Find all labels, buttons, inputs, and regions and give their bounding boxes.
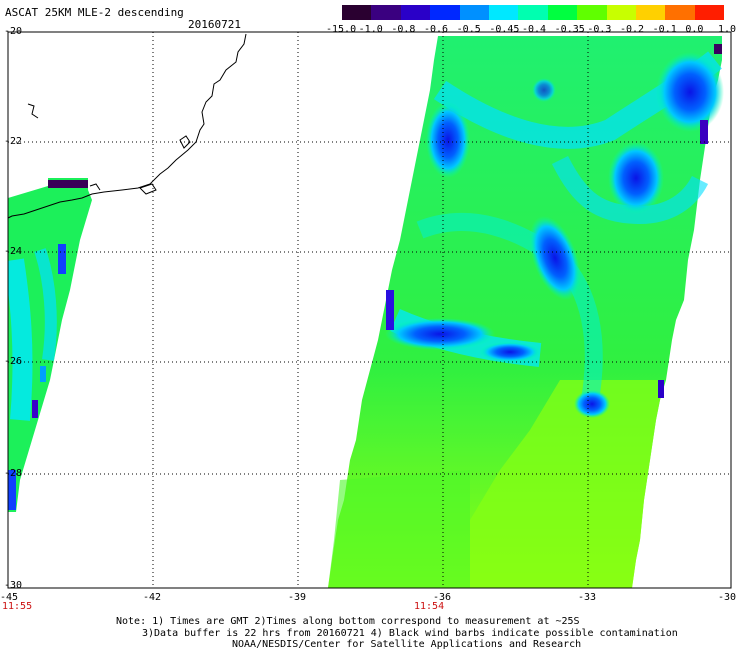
blue-blob (426, 102, 470, 178)
colorbar-label: -0.4 (522, 24, 547, 35)
cyan-streak (8, 258, 33, 421)
colorbar-swatch (430, 5, 460, 20)
note-line-3: NOAA/NESDIS/Center for Satellite Applica… (232, 639, 582, 650)
colorbar-swatch (577, 5, 607, 20)
blue-blob (532, 78, 556, 102)
map-date: 20160721 (188, 18, 241, 31)
blue-blob (656, 52, 724, 132)
colorbar-swatch (371, 5, 401, 20)
edge-pixel (58, 244, 66, 274)
colorbar-swatch (488, 5, 519, 20)
colorbar-swatch (342, 5, 372, 20)
swath-lower-region-2 (328, 470, 470, 588)
coastline (7, 33, 247, 219)
colorbar-swatch (665, 5, 695, 20)
swath-time-label: 11:55 (2, 601, 33, 612)
y-tick-label: -30 (4, 580, 23, 591)
edge-pixel (8, 470, 16, 510)
colorbar-label: -0.45 (489, 24, 520, 35)
note-line-1: Note: 1) Times are GMT 2)Times along bot… (116, 616, 580, 627)
cyan-streak (551, 155, 709, 225)
colorbar-swatch (635, 5, 666, 20)
colorbar-label: -1.0 (358, 24, 383, 35)
colorbar (342, 5, 725, 20)
colorbar-swatch (518, 5, 548, 20)
island (89, 183, 101, 191)
island (27, 103, 39, 119)
colorbar-label: -0.35 (554, 24, 585, 35)
x-tick-label: -30 (718, 592, 737, 603)
colorbar-label: -0.1 (652, 24, 677, 35)
blue-blob (529, 215, 581, 301)
edge-pixel (40, 366, 46, 382)
colorbar-swatch (606, 5, 636, 20)
colorbar-label: 0.0 (685, 24, 704, 35)
blue-blob (385, 318, 495, 350)
note-line-2: 3)Data buffer is 22 hrs from 20160721 4)… (142, 628, 678, 639)
y-tick-label: -26 (4, 356, 23, 367)
colorbar-swatch (400, 5, 431, 20)
colorbar-label: -0.6 (424, 24, 449, 35)
colorbar-label: -0.5 (456, 24, 481, 35)
map-frame (7, 31, 732, 589)
x-tick-label: -36 (433, 592, 452, 603)
x-tick-label: -33 (578, 592, 597, 603)
island (139, 183, 157, 195)
edge-pixel (714, 44, 722, 54)
edge-pixel (700, 120, 708, 144)
colorbar-label: -0.2 (620, 24, 645, 35)
y-tick-label: -24 (4, 246, 23, 257)
cyan-streak (34, 248, 57, 361)
swath-lower-region (470, 380, 664, 588)
blue-blob (608, 142, 664, 214)
colorbar-swatch (459, 5, 489, 20)
x-tick-label: -39 (288, 592, 307, 603)
colorbar-label: -0.3 (587, 24, 612, 35)
y-tick-label: -20 (4, 26, 23, 37)
grid (8, 32, 731, 588)
blue-blob (574, 390, 610, 418)
edge-pixel (48, 180, 88, 188)
colorbar-swatch (694, 5, 725, 20)
map-title: ASCAT 25KM MLE-2 descending (5, 6, 184, 19)
y-tick-label: -22 (4, 136, 23, 147)
x-tick-label: -42 (143, 592, 162, 603)
colorbar-label: -0.8 (391, 24, 416, 35)
island (179, 135, 191, 149)
y-tick-label: -28 (4, 468, 23, 479)
swath-time-label: 11:54 (414, 601, 445, 612)
colorbar-swatch (547, 5, 578, 20)
colorbar-label: -15.0 (326, 24, 357, 35)
x-tick-label: -45 (0, 592, 19, 603)
colorbar-label: 1.0 (718, 24, 737, 35)
edge-pixel (32, 400, 38, 418)
blue-blob (480, 342, 540, 362)
edge-pixel (386, 290, 394, 330)
edge-pixel (658, 380, 664, 398)
